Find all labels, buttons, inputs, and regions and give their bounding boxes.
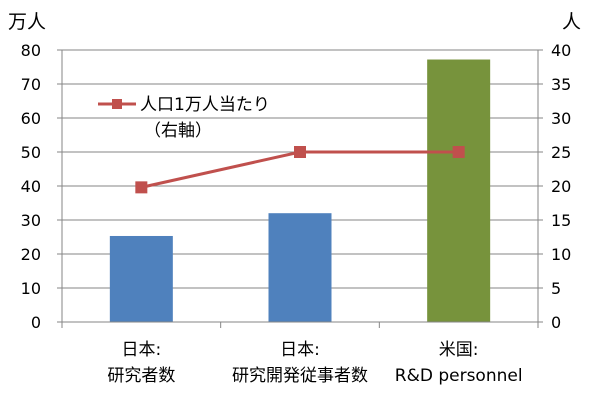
left-tick-label: 40 (21, 177, 41, 196)
bars (109, 59, 491, 323)
left-tick-label: 20 (21, 245, 41, 264)
right-tick-label: 25 (551, 143, 571, 162)
left-tick-label: 10 (21, 279, 41, 298)
left-axis-unit: 万人 (8, 11, 46, 33)
right-axis-unit: 人 (562, 11, 581, 33)
category-label: 米国: (439, 340, 479, 360)
right-tick-label: 20 (551, 177, 571, 196)
left-tick-label: 80 (21, 41, 41, 60)
left-tick-label: 50 (21, 143, 41, 162)
bar (109, 235, 173, 322)
category-label: 研究開発従事者数 (232, 366, 368, 386)
category-label: 日本: (280, 340, 320, 360)
right-ticks: 0 5 10 15 20 25 30 35 40 (538, 41, 571, 332)
category-label: 研究者数 (107, 366, 175, 386)
right-tick-label: 35 (551, 75, 571, 94)
right-tick-label: 0 (551, 313, 561, 332)
legend: 人口1万人当たり （右軸） (98, 95, 270, 141)
legend-marker (112, 99, 122, 109)
right-tick-label: 10 (551, 245, 571, 264)
line-point (452, 146, 465, 158)
right-tick-label: 5 (551, 279, 561, 298)
right-tick-label: 15 (551, 211, 571, 230)
bar (268, 213, 332, 322)
left-tick-label: 70 (21, 75, 41, 94)
category-label: R&D personnel (395, 366, 523, 386)
right-tick-label: 30 (551, 109, 571, 128)
line-point (294, 146, 306, 158)
left-tick-label: 60 (21, 109, 41, 128)
left-tick-label: 0 (31, 313, 41, 332)
right-tick-label: 40 (551, 41, 571, 60)
line-series (135, 146, 465, 194)
legend-axis-note: （右軸） (144, 121, 212, 141)
category-label: 日本: (121, 340, 161, 360)
left-tick-label: 30 (21, 211, 41, 230)
legend-series-name: 人口1万人当たり (140, 95, 270, 115)
bar (427, 59, 491, 323)
line-point (135, 181, 148, 194)
category-labels: 日本: 研究者数 日本: 研究開発従事者数 米国: R&D personnel (107, 340, 522, 386)
left-ticks: 0 10 20 30 40 50 60 70 80 (21, 41, 62, 332)
